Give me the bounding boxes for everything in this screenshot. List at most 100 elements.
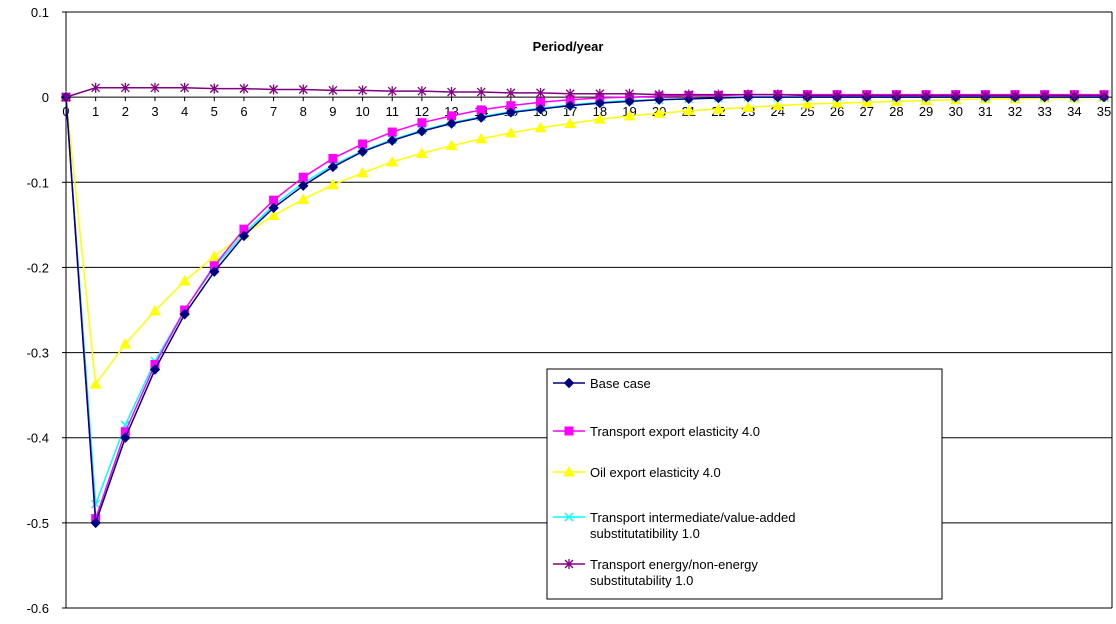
x-tick-label: 12 [415,104,429,119]
data-point-marker [565,88,575,99]
data-point-marker [475,132,488,144]
data-point-marker [1069,90,1079,101]
data-point-marker [801,97,814,109]
data-point-marker [743,89,753,100]
data-point-marker [386,155,399,167]
data-point-marker [178,275,191,286]
data-point-marker [475,112,487,123]
y-tick-label: -0.6 [27,601,49,616]
data-point-marker [328,85,338,96]
legend-entry: Transport intermediate/value-added substi… [553,510,795,541]
data-point-marker [298,84,308,95]
x-tick-label: 1 [92,104,99,119]
legend-entry: Transport energy/non-energy substitutabil… [553,557,758,588]
series-layer [60,82,1110,529]
x-tick-label: 33 [1037,104,1051,119]
x-tick-label: 7 [270,104,277,119]
data-point-marker [506,87,516,98]
data-point-marker [891,90,901,101]
data-point-marker [564,100,576,111]
data-point-marker [773,89,783,100]
data-point-marker [269,84,279,95]
legend-label: Base case [590,376,651,391]
data-point-marker [564,512,574,522]
data-point-marker [654,89,664,100]
data-point-marker [298,172,308,182]
data-point-marker [327,161,339,173]
data-point-marker [120,82,130,93]
data-point-marker [564,117,577,129]
x-tick-label: 4 [181,104,188,119]
data-point-marker [239,83,249,94]
legend-label-line: Transport energy/non-energy [590,557,758,572]
x-tick-label: 3 [151,104,158,119]
y-tick-label: -0.4 [27,431,49,446]
data-point-marker [771,99,784,111]
data-point-marker [445,139,458,151]
x-tick-label: 27 [860,104,874,119]
x-tick-label: 31 [978,104,992,119]
data-point-marker [625,88,634,99]
data-point-marker [564,426,574,436]
data-point-marker [831,97,843,108]
data-point-marker [712,103,725,114]
x-tick-label: 28 [889,104,903,119]
data-point-marker [505,126,517,138]
legend-label: Transport export elasticity 4.0 [590,424,760,439]
legend: Base case Transport export elasticity 4.0… [546,368,943,600]
x-tick-label: 26 [830,104,844,119]
data-point-marker [832,90,842,101]
legend-entry: Base case [553,376,651,391]
series-4 [61,82,1109,103]
x-tick-label: 29 [919,104,933,119]
data-point-marker [416,125,428,137]
legend-label-line: substitutability 1.0 [590,573,693,588]
legend-entry: Transport export elasticity 4.0 [553,424,760,439]
data-point-marker [416,147,428,158]
data-point-marker [268,202,279,214]
data-point-marker [327,178,339,190]
data-point-marker [417,86,427,97]
x-tick-label: 8 [300,104,307,119]
chart-title: Period/year [533,39,604,54]
data-point-marker [297,193,310,204]
data-point-marker [951,90,961,101]
data-point-marker [150,82,160,93]
data-point-marker [209,266,220,277]
legend-label-line: substitutatibility 1.0 [590,526,700,541]
data-point-marker [149,364,161,375]
data-point-marker [1010,90,1020,101]
marker-stroke [564,512,574,522]
data-point-marker [91,82,101,93]
data-point-marker [387,135,398,146]
data-point-marker [267,209,280,220]
x-tick-label: 35 [1097,104,1111,119]
x-tick-label: 30 [948,104,962,119]
data-point-marker [713,89,723,100]
data-point-marker [862,90,872,101]
x-tick-label: 10 [355,104,369,119]
data-point-marker [1099,90,1109,101]
legend-label: Oil export elasticity 4.0 [590,465,721,480]
data-point-marker [387,86,397,97]
data-point-marker [179,309,190,320]
data-point-marker [328,153,338,163]
data-point-marker [535,103,546,115]
y-tick-label: -0.3 [27,346,49,361]
data-point-marker [476,87,486,98]
data-point-marker [209,83,219,94]
data-point-marker [563,465,575,477]
x-tick-label: 9 [329,104,336,119]
data-point-marker [595,88,605,99]
data-point-marker [238,230,250,242]
axis-layer: 0.10-0.1-0.2-0.3-0.4-0.5-0.60 1 2 3 4 5 6 7 8 9 10… [27,5,1113,616]
data-point-marker [91,499,101,509]
data-point-marker [149,304,161,316]
data-point-marker [534,121,547,133]
y-tick-label: -0.2 [27,260,49,275]
data-point-marker [802,90,812,101]
legend-entry: Oil export elasticity 4.0 [553,465,721,480]
legend-label: Transport intermediate/value-added substi… [590,510,795,541]
legend-label-line: Transport export elasticity 4.0 [590,424,760,439]
